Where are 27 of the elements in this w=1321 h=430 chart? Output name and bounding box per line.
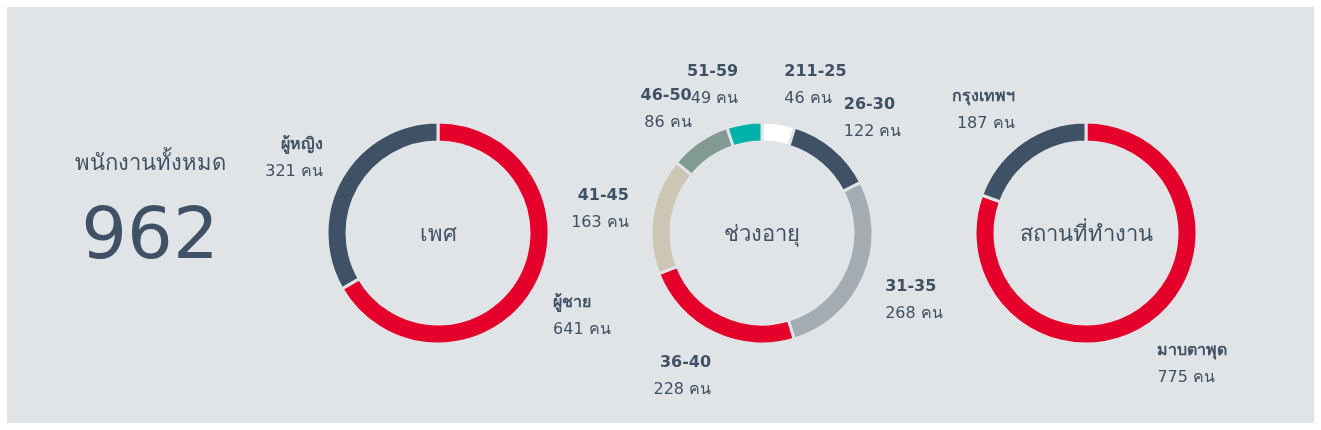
slice-label: 51-59 [687,60,739,80]
data-label: 641 คน [553,319,611,339]
slice-label: 41-45 [577,184,629,204]
data-label: 49 คน [690,87,739,107]
slice-label: 46-50 [640,85,692,105]
slice-label: 36-40 [659,352,712,372]
slice-label: 31-35 [885,276,937,296]
data-label: 228 คน [653,379,712,399]
data-label: 187 คน [956,112,1015,132]
data-label: 268 คน [885,303,943,323]
text: สถานที่ทำงาน [1019,218,1153,246]
text: ช่วงอายุ [724,221,800,247]
data-label: 86 คน [644,112,692,132]
slice-label: ผู้หญิง [280,133,323,155]
data-label: 122 คน [843,120,902,140]
slice-label: 26-30 [843,93,896,113]
data-label: 46 คน [784,87,832,107]
data-label: 163 คน [571,211,629,231]
data-label: 775 คน [1157,367,1216,387]
text: 962 [81,191,219,275]
text: พนักงานทั้งหมด [74,147,226,175]
slice-label: กรุงเทพฯ [951,85,1015,106]
slice-label: 211-25 [784,60,847,80]
text: เพศ [419,221,457,246]
data-label: 321 คน [265,160,323,180]
slice-label: มาบตาพุด [1157,340,1228,361]
slice-label: ผู้ชาย [553,292,592,314]
